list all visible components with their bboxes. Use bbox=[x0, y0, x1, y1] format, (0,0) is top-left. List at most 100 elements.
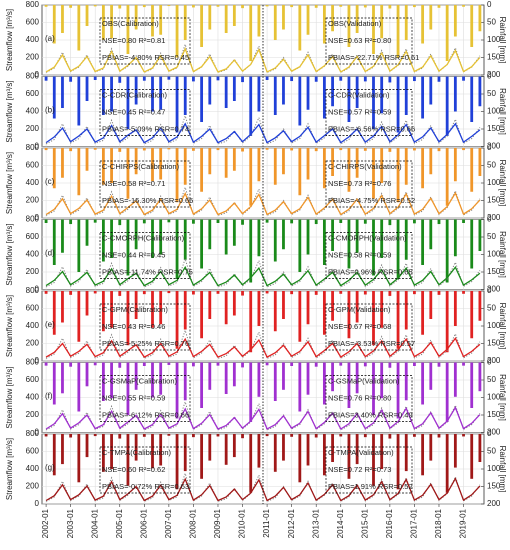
rainfall-bar bbox=[93, 291, 97, 294]
x-tick-label: 2007-01 bbox=[164, 508, 173, 538]
y2-axis-label: Rainfall [mm] bbox=[498, 88, 507, 135]
annotation-box bbox=[325, 375, 413, 422]
rainfall-bar bbox=[413, 5, 416, 8]
y-tick-label: 800 bbox=[26, 72, 40, 81]
rainfall-bar bbox=[478, 5, 482, 32]
rainfall-bar bbox=[241, 434, 244, 439]
rainfall-bar bbox=[69, 148, 73, 152]
rainfall-bar bbox=[429, 219, 433, 250]
panel-label: (g) bbox=[45, 463, 55, 472]
rainfall-bar bbox=[413, 76, 416, 82]
rainfall-bar bbox=[151, 291, 154, 328]
rainfall-bar bbox=[224, 291, 228, 325]
annotation-text: C-TMPA(Calibration) bbox=[102, 448, 172, 457]
rainfall-bar bbox=[93, 5, 97, 7]
y-axis-label: Streamflow [m³/s] bbox=[5, 295, 14, 357]
y-tick-label: 0 bbox=[35, 499, 40, 508]
rainfall-bar bbox=[167, 76, 171, 80]
y-tick-label: 400 bbox=[26, 107, 40, 116]
x-tick-label: 2009-01 bbox=[213, 508, 222, 538]
rainfall-bar bbox=[478, 76, 482, 107]
rainfall-bar bbox=[241, 362, 244, 368]
y-tick-label: 400 bbox=[26, 393, 40, 402]
rainfall-bar bbox=[314, 434, 318, 438]
rainfall-bar bbox=[134, 291, 138, 319]
annotation-text: C-CHIRPS(Validation) bbox=[328, 162, 402, 171]
rainfall-bar bbox=[298, 219, 302, 272]
rainfall-bar bbox=[298, 76, 302, 126]
rainfall-bar bbox=[437, 76, 441, 82]
y-tick-label: 800 bbox=[26, 0, 40, 9]
rainfall-bar bbox=[200, 434, 204, 479]
rainfall-bar bbox=[347, 76, 351, 122]
rainfall-bar bbox=[282, 362, 285, 390]
y-tick-label: 800 bbox=[26, 215, 40, 224]
rainfall-bar bbox=[85, 219, 89, 246]
rainfall-bar bbox=[208, 219, 212, 250]
annotation-text: C-CMORPH(Calibration) bbox=[102, 233, 185, 242]
rainfall-bar bbox=[282, 148, 285, 175]
rainfall-bar bbox=[298, 5, 302, 51]
rainfall-bar bbox=[273, 219, 277, 262]
annotation-text: PBIAS=-11.74% RSR=0.75 bbox=[102, 267, 193, 276]
rainfall-bar bbox=[462, 148, 465, 151]
rainfall-bar bbox=[306, 362, 310, 395]
annotation-text: PBIAS=-6.12% RSR=0.66 bbox=[102, 410, 189, 419]
rainfall-bar bbox=[151, 76, 154, 112]
y2-tick-label: 50 bbox=[487, 18, 496, 27]
rainfall-bar bbox=[388, 219, 392, 226]
panel-label: (e) bbox=[45, 320, 55, 329]
rainfall-bar bbox=[429, 76, 433, 105]
y2-tick-label: 200 bbox=[487, 142, 501, 151]
rainfall-bar bbox=[322, 291, 326, 335]
y2-tick-label: 50 bbox=[487, 447, 496, 456]
x-tick-label: 2018-01 bbox=[434, 508, 443, 538]
rainfall-bar bbox=[404, 219, 408, 260]
x-tick-label: 2004-01 bbox=[90, 508, 99, 538]
rainfall-bar bbox=[314, 291, 318, 295]
rainfall-bar bbox=[192, 76, 195, 82]
rainfall-bar bbox=[355, 5, 359, 33]
rainfall-bar bbox=[363, 5, 367, 8]
observed-line bbox=[45, 42, 481, 74]
annotation-text: PBIAS=-3.53% RSR=0.57 bbox=[328, 339, 415, 348]
rainfall-bar bbox=[52, 291, 56, 335]
rainfall-bar bbox=[388, 362, 392, 368]
rainfall-bar bbox=[101, 76, 105, 115]
rainfall-bar bbox=[85, 291, 89, 316]
rainfall-bar bbox=[151, 434, 154, 469]
annotation-text: NSE=0.43 R²=0.46 bbox=[102, 322, 165, 331]
rainfall-bar bbox=[183, 76, 187, 115]
panel-label: (a) bbox=[45, 34, 55, 43]
rainfall-bar bbox=[159, 219, 163, 255]
rainfall-bar bbox=[159, 76, 163, 110]
rainfall-bar bbox=[462, 291, 465, 294]
rainfall-bar bbox=[110, 76, 113, 112]
annotation-box bbox=[99, 17, 191, 65]
y-tick-label: 600 bbox=[26, 89, 40, 98]
rainfall-bar bbox=[167, 219, 171, 223]
annotation-text: PBIAS=3.40% RSR=0.49 bbox=[328, 410, 413, 419]
rainfall-bar bbox=[445, 219, 449, 283]
rainfall-bar bbox=[200, 291, 204, 339]
observed-line bbox=[45, 328, 481, 360]
y2-tick-label: 100 bbox=[487, 178, 501, 187]
rainfall-bar bbox=[110, 219, 113, 258]
y-tick-label: 200 bbox=[26, 339, 40, 348]
rainfall-bar bbox=[167, 148, 171, 150]
y2-tick-label: 50 bbox=[487, 304, 496, 313]
y-tick-label: 800 bbox=[26, 143, 40, 152]
rainfall-bar bbox=[85, 362, 89, 387]
rainfall-bar bbox=[200, 76, 204, 122]
rainfall-bar bbox=[126, 76, 130, 129]
rainfall-bar bbox=[306, 76, 310, 110]
rainfall-bar bbox=[380, 148, 384, 183]
rainfall-bar bbox=[372, 219, 375, 276]
rainfall-bar bbox=[331, 219, 334, 251]
rainfall-bar bbox=[52, 219, 56, 265]
y2-axis-label: Rainfall [mm] bbox=[498, 17, 507, 64]
rainfall-bar bbox=[421, 219, 425, 265]
rainfall-bar bbox=[478, 434, 482, 462]
rainfall-bar bbox=[249, 362, 253, 422]
